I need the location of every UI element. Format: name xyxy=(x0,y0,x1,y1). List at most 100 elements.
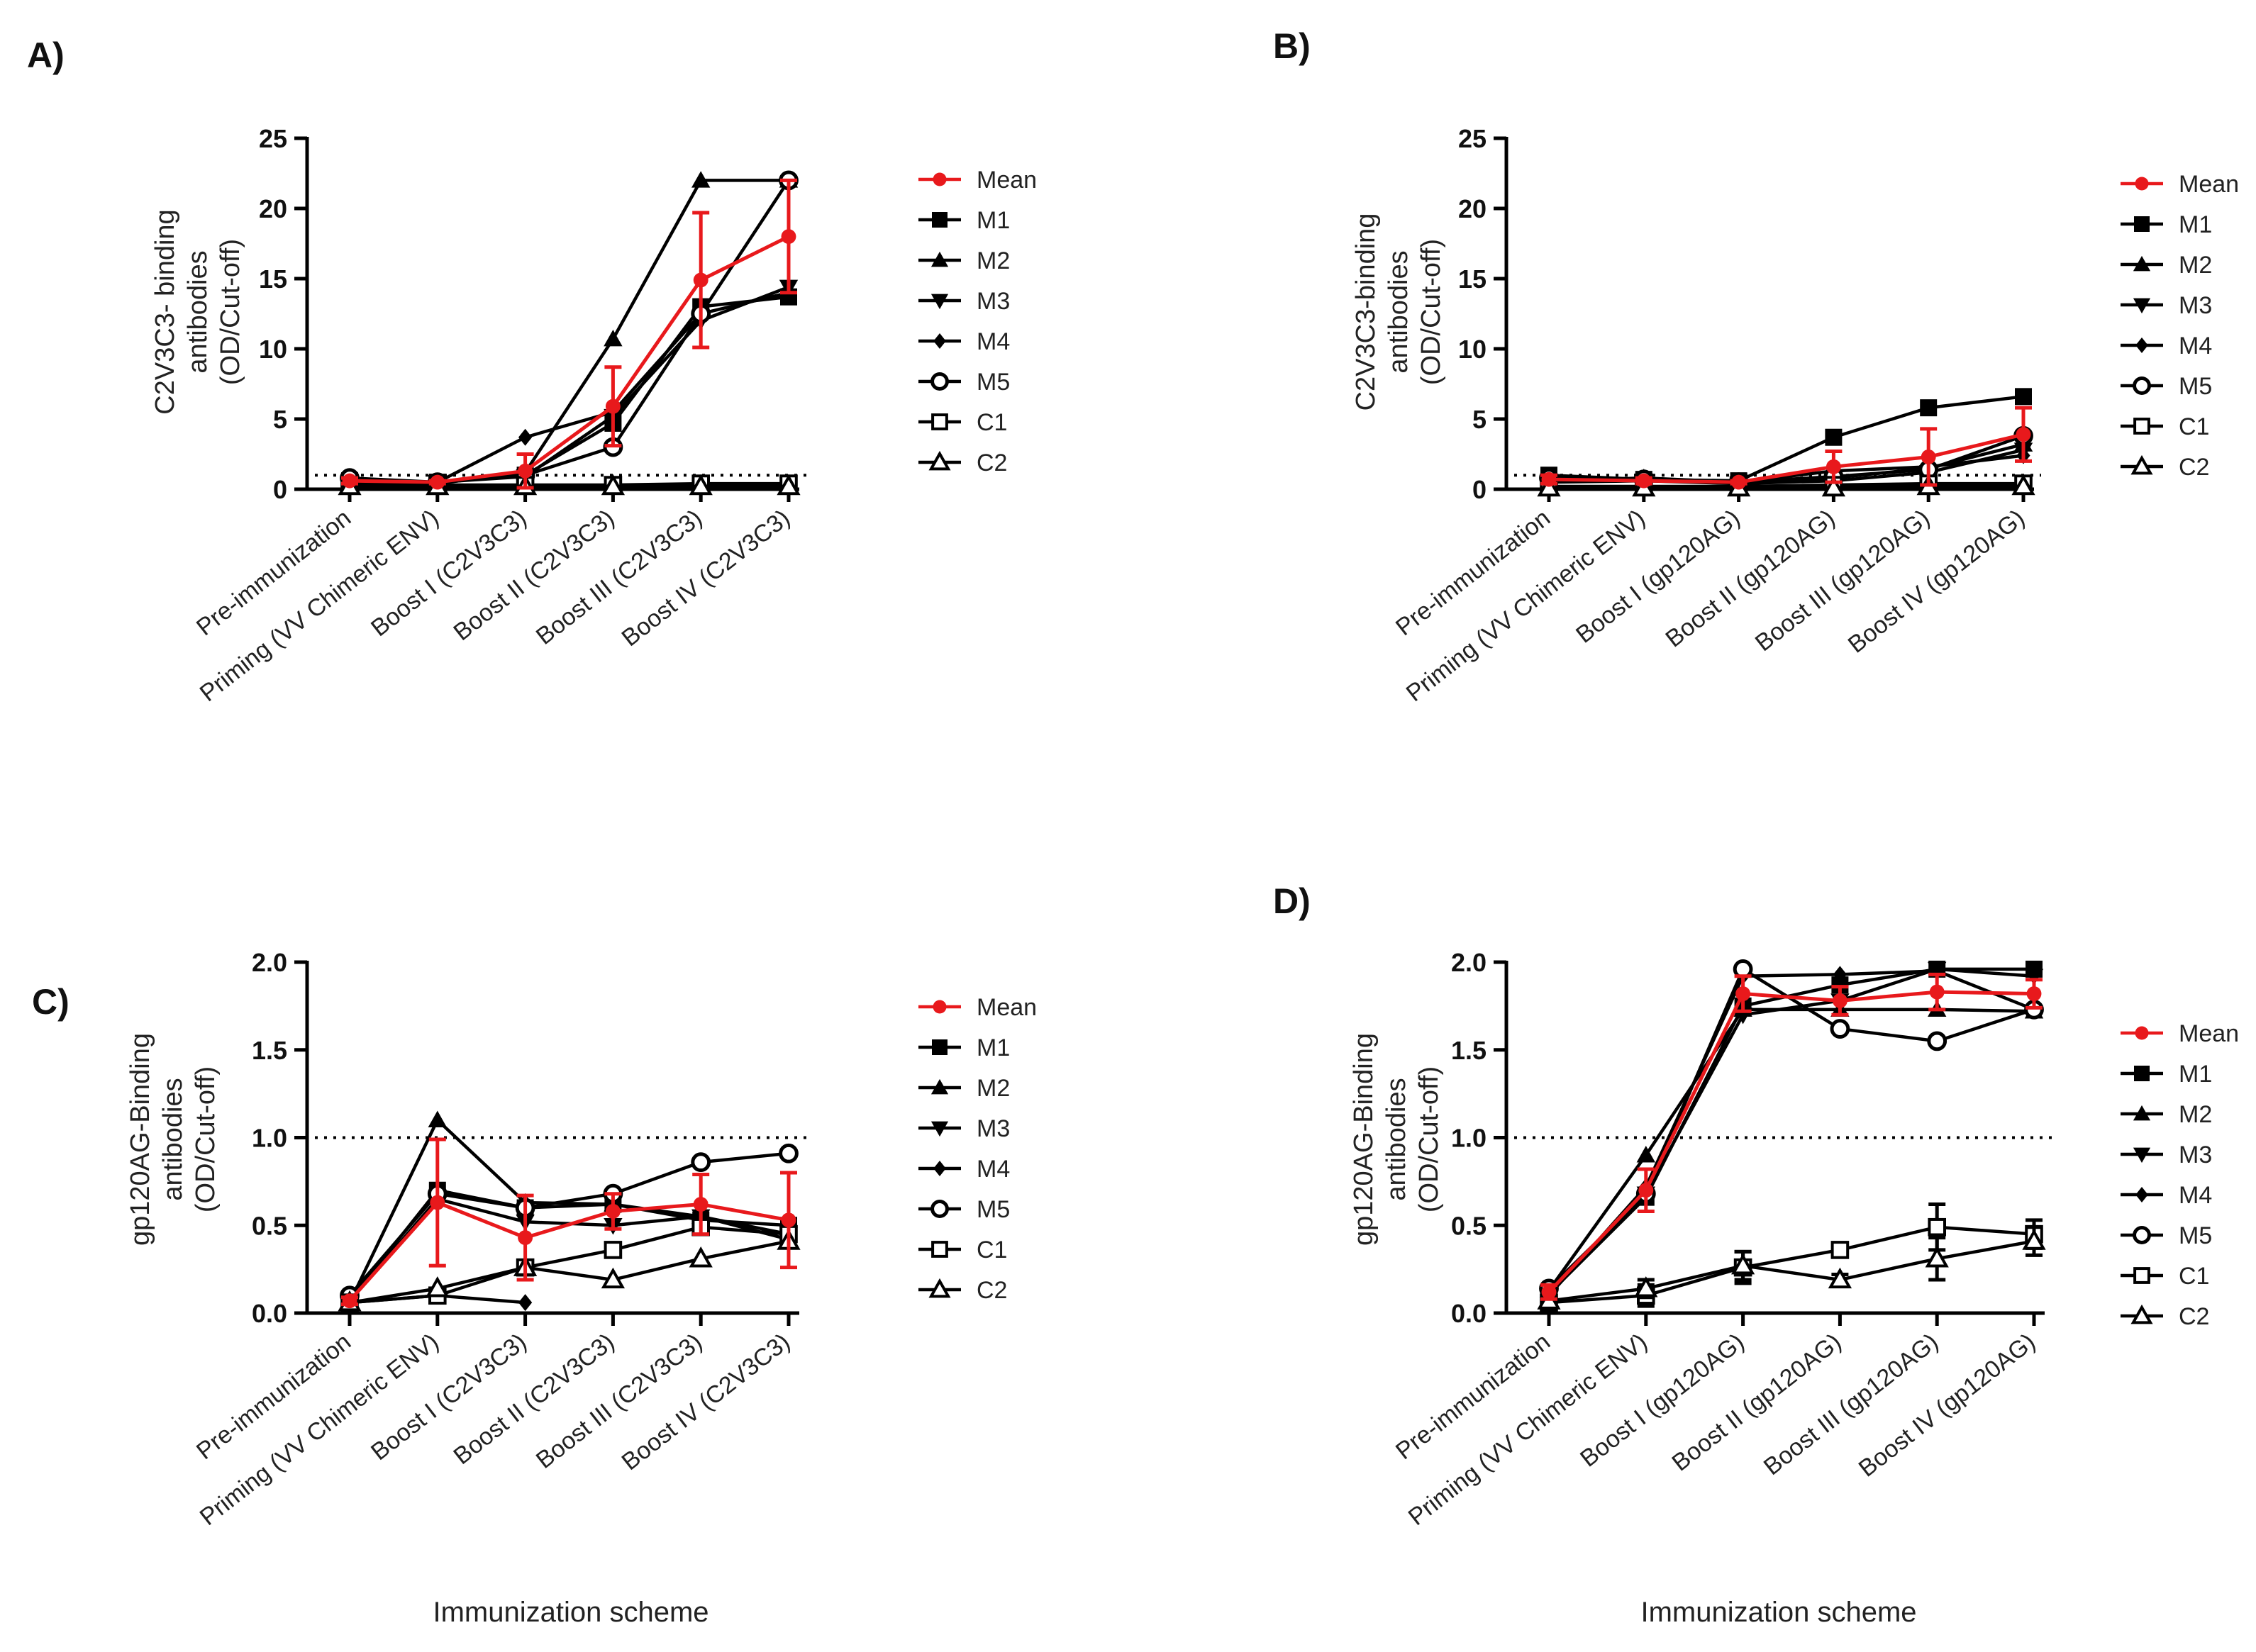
legend-marker xyxy=(2135,1026,2149,1040)
legend-label: C2 xyxy=(2179,454,2209,481)
data-point xyxy=(1636,473,1652,489)
legend-marker xyxy=(2134,1066,2150,1081)
data-point xyxy=(693,272,709,288)
legend-label: M4 xyxy=(2179,1182,2212,1209)
legend-marker xyxy=(2133,1267,2150,1284)
data-point xyxy=(518,463,533,479)
series-line xyxy=(1548,1225,2035,1305)
data-point xyxy=(1921,450,1936,464)
y-axis-label-line: antibodies xyxy=(183,250,213,373)
series-m2 xyxy=(340,171,799,491)
data-point xyxy=(1920,399,1938,417)
data-point xyxy=(1735,986,1751,1002)
series-m5 xyxy=(340,170,799,492)
y-tick-label: 15 xyxy=(259,264,287,294)
series-line xyxy=(1549,484,2023,490)
x-tick-label: Boost I (C2V3C3) xyxy=(366,1328,531,1466)
data-point xyxy=(1927,1031,1947,1051)
data-point xyxy=(1833,966,1847,983)
y-tick-label: 10 xyxy=(1458,335,1487,364)
y-tick-label: 20 xyxy=(259,194,287,223)
series-line xyxy=(349,1239,789,1305)
data-point xyxy=(777,474,801,496)
x-tick-label: Pre-immunization xyxy=(1391,504,1555,641)
y-tick-label: 1.0 xyxy=(1451,1124,1487,1153)
legend-marker xyxy=(930,251,949,267)
legend-label: Mean xyxy=(2179,171,2239,198)
legend-label: M5 xyxy=(2179,1222,2212,1249)
x-tick-label: Boost III (gp120AG) xyxy=(1750,504,1935,657)
data-point xyxy=(601,1267,626,1289)
y-axis-label: C2V3C3- binding antibodies (OD/Cut-off) xyxy=(150,209,245,414)
y-tick-label: 25 xyxy=(259,124,287,153)
legend-marker xyxy=(2133,376,2151,395)
x-tick-label: Boost I (C2V3C3) xyxy=(366,504,531,642)
series-line xyxy=(349,295,789,484)
y-tick-label: 0 xyxy=(273,475,287,504)
y-axis-label: gp120AG-Binding antibodies (OD/Cut-off) xyxy=(1349,1033,1444,1246)
series-line xyxy=(1547,1008,2035,1292)
legend-marker xyxy=(2135,1187,2148,1202)
y-tick-label: 0 xyxy=(1472,475,1487,504)
y-tick-label: 2.0 xyxy=(1451,948,1487,977)
data-point xyxy=(428,1110,447,1127)
legend-label: M2 xyxy=(977,1075,1010,1102)
series-line xyxy=(348,1151,789,1297)
legend-marker xyxy=(2130,1304,2153,1324)
data-point xyxy=(2024,969,2044,986)
data-point xyxy=(781,1212,796,1228)
legend-marker xyxy=(930,1078,949,1095)
data-point xyxy=(605,1204,621,1219)
legend-label: M2 xyxy=(2179,1101,2212,1128)
data-point xyxy=(605,398,621,414)
legend-marker xyxy=(930,1121,949,1137)
x-tick-label: Boost IV (gp120AG) xyxy=(1843,504,2030,658)
series-line xyxy=(349,1225,789,1305)
data-point xyxy=(430,1195,445,1210)
data-point xyxy=(518,428,533,446)
data-point xyxy=(1634,1276,1658,1297)
series-m3 xyxy=(1539,961,2044,1302)
data-point xyxy=(1828,1267,1852,1289)
legend-label: M3 xyxy=(2179,1142,2212,1168)
data-point xyxy=(1825,428,1843,446)
panel-label: D) xyxy=(1273,881,1311,921)
series-line xyxy=(348,1200,789,1302)
data-point xyxy=(693,1197,709,1212)
y-tick-label: 10 xyxy=(259,335,287,364)
data-point xyxy=(691,1152,711,1173)
legend-label: M1 xyxy=(977,1034,1010,1061)
legend-label: C1 xyxy=(977,1237,1007,1263)
data-point xyxy=(2015,388,2032,406)
legend-label: C2 xyxy=(977,1277,1007,1304)
data-point xyxy=(1826,459,1841,474)
legend-label: M2 xyxy=(2179,252,2212,279)
x-axis-title-right: Immunization scheme xyxy=(1640,1597,1916,1628)
y-tick-label: 25 xyxy=(1458,124,1487,153)
legend-label: C1 xyxy=(2179,1263,2209,1290)
y-tick-label: 15 xyxy=(1458,264,1487,294)
legend-marker xyxy=(933,1161,946,1176)
data-point xyxy=(781,229,796,245)
data-point xyxy=(2022,1229,2046,1250)
data-point xyxy=(1925,1246,1949,1268)
x-tick-label: Boost II (C2V3C3) xyxy=(449,1328,620,1470)
legend-marker xyxy=(928,450,951,471)
y-axis-label-line: (OD/Cut-off) xyxy=(191,1066,221,1212)
data-point xyxy=(1541,471,1557,487)
legend-marker xyxy=(2133,1147,2151,1163)
data-point xyxy=(1730,1253,1755,1275)
series-line xyxy=(350,285,789,484)
data-point xyxy=(342,1293,357,1309)
y-tick-label: 2.0 xyxy=(252,948,287,977)
legend-marker xyxy=(933,333,946,349)
y-tick-label: 1.0 xyxy=(252,1124,287,1153)
legend-label: M2 xyxy=(977,247,1010,274)
legend-marker xyxy=(2135,337,2148,353)
legend: Mean M1 M2 M3 M4 M5 C1 C2 xyxy=(918,994,1037,1304)
data-point xyxy=(426,1276,450,1297)
legend-marker xyxy=(2130,454,2153,475)
legend-label: M1 xyxy=(977,207,1010,234)
